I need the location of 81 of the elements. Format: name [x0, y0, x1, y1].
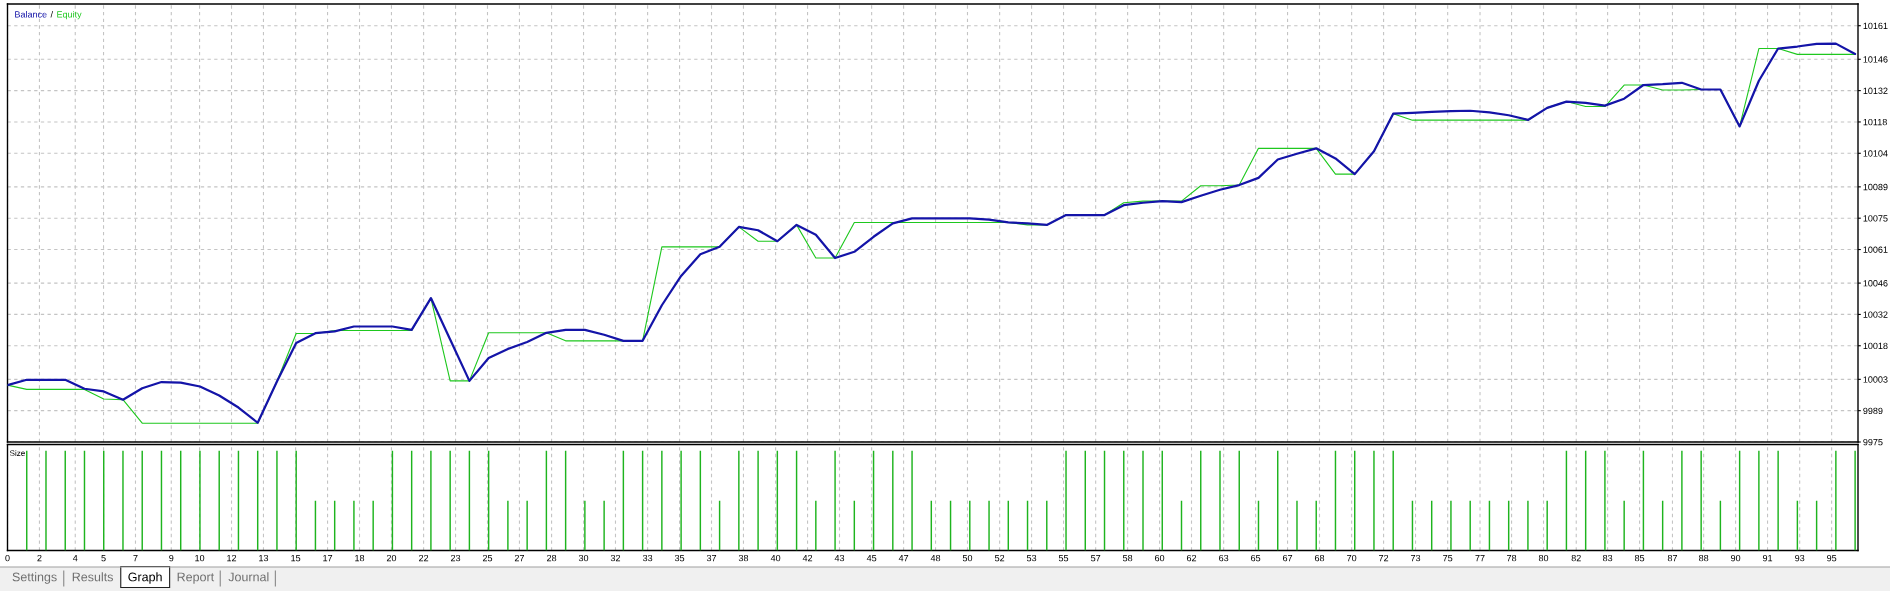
- x-tick-label: 52: [994, 554, 1005, 562]
- x-tick-label: 15: [291, 555, 301, 562]
- x-tick-label: 77: [1475, 555, 1485, 562]
- x-tick-label: 33: [642, 554, 653, 562]
- x-tick-label: 87: [1667, 554, 1678, 562]
- x-tick-label: 45: [866, 555, 877, 562]
- y-tick-label: 10089: [1863, 183, 1888, 191]
- x-tick-label: 55: [1058, 555, 1069, 562]
- x-tick-label: 65: [1251, 554, 1261, 562]
- text: Settings: [12, 572, 57, 584]
- text: Balance: [15, 10, 47, 18]
- x-tick-label: 37: [706, 554, 717, 562]
- x-tick-label: 42: [802, 554, 813, 562]
- x-tick-label: 80: [1538, 554, 1549, 562]
- y-tick-label: 10061: [1863, 246, 1888, 253]
- x-tick-label: 90: [1731, 554, 1741, 562]
- y-tick-label: 10161: [1863, 22, 1888, 30]
- y-tick-label: 10132: [1863, 87, 1888, 94]
- x-tick-label: 88: [1699, 554, 1709, 562]
- y-tick-label: 10104: [1863, 150, 1888, 157]
- x-tick-label: 17: [323, 555, 333, 562]
- x-tick-label: 9: [169, 554, 174, 562]
- x-tick-label: 63: [1219, 554, 1229, 562]
- x-tick-label: 67: [1282, 554, 1293, 562]
- x-tick-label: 10: [195, 554, 205, 562]
- x-tick-label: 23: [450, 554, 461, 562]
- chart-title: Size: [9, 450, 25, 456]
- x-tick-label: 7: [133, 555, 138, 562]
- annotation: /: [50, 10, 54, 18]
- y-tick-label: 10046: [1863, 280, 1888, 287]
- x-tick-label: 28: [547, 554, 557, 562]
- x-tick-label: 43: [834, 554, 845, 562]
- y-tick-label: 10003: [1863, 376, 1888, 383]
- x-tick-label: 40: [770, 554, 781, 562]
- x-tick-label: 93: [1795, 554, 1805, 562]
- x-tick-label: 20: [386, 554, 397, 562]
- text: Equity: [57, 10, 82, 20]
- x-tick-label: 91: [1762, 554, 1773, 562]
- x-tick-label: 5: [101, 555, 106, 562]
- y-tick-label: 10032: [1863, 311, 1888, 318]
- x-tick-label: 57: [1091, 555, 1101, 562]
- x-tick-label: 78: [1507, 554, 1517, 562]
- y-tick-label: 9975: [1863, 438, 1883, 446]
- x-tick-label: 4: [72, 555, 78, 562]
- x-tick-label: 22: [419, 554, 429, 562]
- y-tick-label: 10075: [1863, 215, 1888, 222]
- x-tick-label: 53: [1026, 554, 1037, 562]
- x-tick-label: 72: [1379, 554, 1389, 562]
- x-tick-label: 0: [5, 554, 10, 562]
- x-tick-label: 73: [1410, 554, 1421, 562]
- x-tick-label: 95: [1827, 554, 1837, 562]
- x-tick-label: 38: [738, 554, 749, 562]
- text: Report: [177, 572, 215, 584]
- x-tick-label: 2: [37, 554, 42, 562]
- y-tick-label: 10146: [1863, 56, 1888, 63]
- x-tick-label: 27: [514, 554, 525, 562]
- x-tick-label: 47: [898, 555, 909, 562]
- x-tick-label: 32: [610, 554, 621, 562]
- x-tick-label: 18: [355, 554, 365, 562]
- x-tick-label: 60: [1155, 554, 1165, 562]
- x-tick-label: 82: [1571, 554, 1581, 562]
- x-tick-label: 48: [930, 554, 941, 562]
- text: Journal: [228, 572, 269, 582]
- y-tick-label: 10118: [1863, 118, 1887, 126]
- text: Results: [72, 572, 113, 582]
- x-tick-label: 70: [1347, 554, 1357, 562]
- x-tick-label: 68: [1314, 554, 1325, 562]
- x-tick-label: 85: [1634, 554, 1645, 562]
- y-tick-label: 10018: [1863, 342, 1888, 350]
- y-tick-label: 9989: [1863, 407, 1883, 415]
- x-tick-label: 13: [259, 554, 269, 562]
- x-tick-label: 58: [1122, 554, 1133, 562]
- x-tick-label: 35: [674, 554, 685, 562]
- x-tick-label: 12: [227, 554, 237, 562]
- text: Graph: [128, 572, 162, 584]
- x-tick-label: 62: [1186, 554, 1197, 562]
- x-tick-label: 30: [578, 554, 589, 562]
- x-tick-label: 50: [962, 554, 973, 562]
- x-tick-label: 25: [482, 554, 493, 562]
- x-tick-label: 75: [1443, 555, 1453, 562]
- x-tick-label: 83: [1602, 554, 1613, 562]
